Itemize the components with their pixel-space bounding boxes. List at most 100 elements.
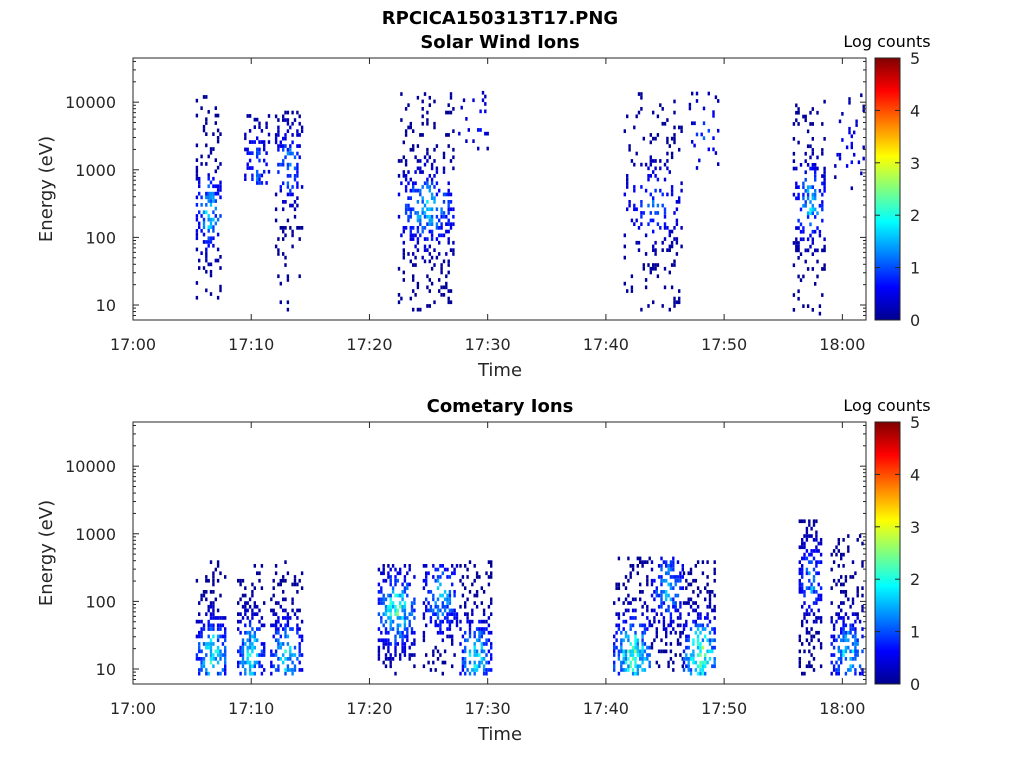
heatmap-cell	[649, 140, 652, 145]
heatmap-cell	[296, 203, 299, 208]
heatmap-cell	[694, 578, 697, 583]
heatmap-cell	[241, 604, 245, 609]
heatmap-cell	[792, 293, 796, 297]
heatmap-cell	[838, 156, 842, 161]
heatmap-cell	[246, 657, 249, 661]
heatmap-cell	[202, 266, 206, 270]
heatmap-cell	[399, 630, 402, 635]
heatmap-cell	[795, 248, 798, 253]
heatmap-cell	[806, 192, 810, 197]
heatmap-cell	[406, 638, 409, 643]
heatmap-cell	[670, 244, 674, 249]
heatmap-cell	[649, 218, 652, 223]
heatmap-cell	[484, 102, 487, 106]
heatmap-cell	[627, 649, 630, 654]
heatmap-cell	[466, 597, 469, 602]
heatmap-cell	[448, 627, 452, 631]
heatmap-cell	[443, 616, 447, 620]
heatmap-cell	[811, 237, 814, 242]
heatmap-cell	[423, 155, 427, 160]
heatmap-cell	[817, 616, 820, 620]
heatmap-cell	[799, 229, 803, 234]
heatmap-cell	[436, 649, 440, 654]
heatmap-cell	[815, 616, 818, 620]
heatmap-cell	[792, 241, 796, 245]
heatmap-cell	[279, 162, 282, 167]
heatmap-cell	[430, 237, 434, 241]
heatmap-cell	[246, 601, 249, 605]
heatmap-cell	[816, 274, 819, 279]
heatmap-cell	[656, 222, 660, 226]
heatmap-cell	[701, 671, 705, 676]
heatmap-cell	[482, 671, 486, 676]
heatmap-cell	[284, 118, 287, 122]
heatmap-cell	[435, 166, 439, 171]
heatmap-cell	[209, 660, 213, 665]
heatmap-cell	[205, 642, 208, 646]
heatmap-cell	[808, 649, 811, 654]
heatmap-cell	[803, 590, 806, 594]
heatmap-cell	[649, 211, 652, 215]
heatmap-cell	[837, 612, 840, 616]
heatmap-cell	[400, 296, 403, 301]
heatmap-cell	[810, 549, 813, 553]
heatmap-cell	[480, 649, 483, 654]
heatmap-cell	[291, 660, 294, 665]
heatmap-cell	[854, 571, 857, 576]
heatmap-cell	[641, 642, 644, 646]
heatmap-cell	[421, 133, 424, 137]
heatmap-cell	[394, 567, 397, 572]
heatmap-cell	[629, 575, 632, 579]
heatmap-cell	[447, 218, 450, 223]
heatmap-cell	[416, 240, 420, 245]
heatmap-cell	[380, 571, 383, 576]
heatmap-cell	[668, 244, 671, 249]
heatmap-cell	[698, 158, 701, 163]
heatmap-cell	[482, 668, 486, 672]
heatmap-cell	[200, 619, 203, 624]
heatmap-cell	[812, 612, 816, 616]
heatmap-cell	[202, 124, 206, 129]
heatmap-cell	[666, 118, 669, 122]
heatmap-cell	[205, 590, 208, 594]
heatmap-cell	[627, 593, 630, 598]
heatmap-cell	[850, 141, 853, 146]
heatmap-cell	[670, 240, 674, 245]
heatmap-cell	[286, 307, 290, 312]
heatmap-cell	[452, 248, 455, 252]
heatmap-cell	[389, 567, 392, 572]
heatmap-cell	[246, 645, 249, 650]
heatmap-cell	[237, 601, 240, 605]
heatmap-cell	[480, 657, 483, 661]
heatmap-cell	[451, 638, 454, 643]
heatmap-cell	[797, 192, 800, 197]
heatmap-cell	[692, 601, 695, 605]
heatmap-cell	[404, 162, 408, 167]
x-tick-label: 17:00	[110, 335, 156, 354]
heatmap-cell	[467, 128, 470, 132]
heatmap-cell	[472, 139, 475, 143]
heatmap-cell	[195, 217, 199, 222]
heatmap-cell	[798, 634, 801, 639]
x-tick-label: 17:50	[701, 699, 747, 718]
heatmap-cell	[461, 575, 465, 579]
heatmap-cell	[272, 653, 275, 657]
heatmap-cell	[293, 582, 297, 587]
heatmap-cell	[712, 110, 715, 114]
heatmap-cell	[427, 660, 430, 665]
heatmap-cell	[652, 196, 655, 200]
heatmap-cell	[712, 147, 715, 152]
heatmap-cell	[389, 660, 392, 665]
heatmap-cell	[842, 638, 845, 643]
heatmap-cell	[480, 630, 483, 635]
heatmap-cell	[289, 151, 292, 156]
heatmap-cell	[286, 181, 290, 186]
heatmap-cell	[704, 586, 707, 590]
heatmap-cell	[209, 627, 213, 631]
heatmap-cell	[425, 597, 428, 602]
heatmap-cell	[464, 604, 467, 609]
heatmap-cell	[256, 627, 259, 631]
heatmap-cell	[818, 189, 822, 193]
heatmap-cell	[430, 218, 434, 223]
heatmap-cell	[814, 189, 817, 193]
